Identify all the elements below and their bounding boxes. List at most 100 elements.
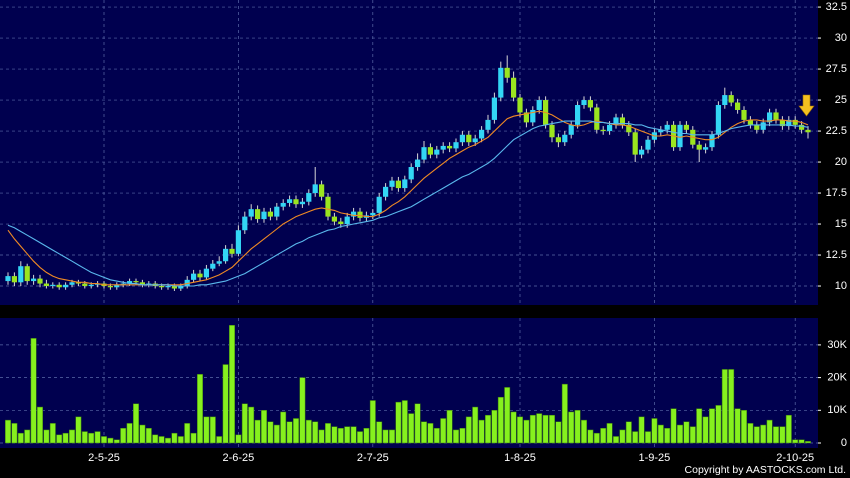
volume-bar [414, 403, 421, 444]
volume-bar [5, 419, 11, 444]
x-tick-label: 2-6-25 [223, 452, 255, 464]
volume-bar [107, 437, 114, 444]
volume-bar [235, 434, 242, 444]
candle-body [133, 281, 139, 283]
candle-body [344, 216, 350, 225]
candle-body [261, 211, 267, 220]
volume-bar [369, 400, 376, 444]
candle-body [37, 278, 43, 284]
volume-bar [229, 325, 235, 444]
y-tick-label: 30K [827, 339, 847, 351]
volume-bar [267, 421, 274, 444]
volume-bar [766, 419, 773, 444]
candle-body [383, 186, 389, 197]
candle-body [677, 124, 683, 148]
volume-bar [177, 436, 184, 444]
candle-body [485, 119, 491, 130]
candle-body [159, 286, 165, 288]
candle-body [440, 145, 446, 150]
candle-body [715, 105, 721, 135]
volume-bar [273, 424, 280, 444]
volume-bar [632, 431, 639, 444]
candle-body [235, 230, 241, 254]
candle-body [402, 179, 408, 189]
volume-bar [69, 429, 75, 444]
volume-bar [421, 421, 427, 444]
volume-bar [459, 428, 466, 444]
volume-bar [363, 428, 370, 444]
volume-bar [17, 432, 24, 444]
candle-body [581, 100, 587, 106]
volume-bar [344, 426, 351, 444]
volume-bar [293, 418, 299, 444]
volume-bar [753, 426, 760, 444]
candle-body [267, 211, 273, 217]
volume-bar [478, 419, 485, 444]
volume-bar [747, 423, 754, 444]
volume-bar [337, 428, 344, 444]
volume-bar [696, 408, 703, 444]
candle-body [56, 284, 62, 288]
volume-bar [305, 419, 312, 444]
volume-bar [209, 416, 216, 444]
volume-bar [261, 410, 267, 444]
candle-body [95, 283, 101, 285]
candle-body [5, 276, 11, 282]
candle-body [664, 124, 670, 130]
candle-body [658, 129, 664, 133]
candle-body [453, 142, 459, 149]
y-tick-label: 25 [835, 94, 847, 106]
candle-body [523, 112, 529, 123]
volume-bar [734, 408, 741, 444]
volume-bar [638, 416, 645, 444]
volume-bar [30, 338, 37, 444]
volume-bar [472, 406, 479, 444]
candle-body [427, 147, 433, 155]
candle-body [792, 119, 798, 125]
volume-bar [491, 410, 498, 444]
candle-body [626, 124, 632, 133]
y-tick-label: 0 [841, 437, 847, 449]
volume-bar [587, 429, 594, 444]
candle-body [31, 278, 37, 282]
volume-bar [664, 428, 671, 444]
candle-body [127, 281, 133, 284]
candle-body [786, 119, 792, 127]
candle-body [600, 129, 606, 132]
candle-body [709, 134, 715, 148]
candle-body [319, 184, 325, 197]
candle-body [696, 144, 702, 150]
volume-bar [779, 426, 786, 444]
candle-body [395, 180, 401, 189]
candle-body [619, 117, 625, 125]
candle-body [799, 124, 805, 130]
candle-body [594, 107, 600, 130]
volume-bar [453, 429, 459, 444]
candle-body [421, 147, 427, 160]
candle-body [50, 284, 56, 287]
candle-body [312, 184, 318, 194]
volume-bar [88, 432, 95, 444]
volume-bar [376, 421, 383, 444]
candle-body [197, 273, 203, 278]
x-tick-label: 2-5-25 [88, 452, 120, 464]
candle-body [408, 167, 414, 180]
volume-bar [75, 416, 82, 444]
volume-bar [645, 431, 651, 444]
volume-bar [741, 410, 747, 444]
volume-bar [689, 426, 696, 444]
candle-body [741, 109, 747, 120]
volume-bar [465, 416, 472, 444]
x-tick-label: 2-7-25 [357, 452, 389, 464]
y-tick-label: 15 [835, 218, 847, 230]
x-tick-label: 1-8-25 [504, 452, 536, 464]
price-panel [0, 0, 818, 305]
volume-bar [171, 432, 178, 444]
volume-bar [56, 434, 63, 444]
volume-bar [241, 403, 248, 444]
candle-body [760, 122, 766, 130]
candle-body [229, 248, 235, 254]
volume-bar [728, 369, 735, 444]
